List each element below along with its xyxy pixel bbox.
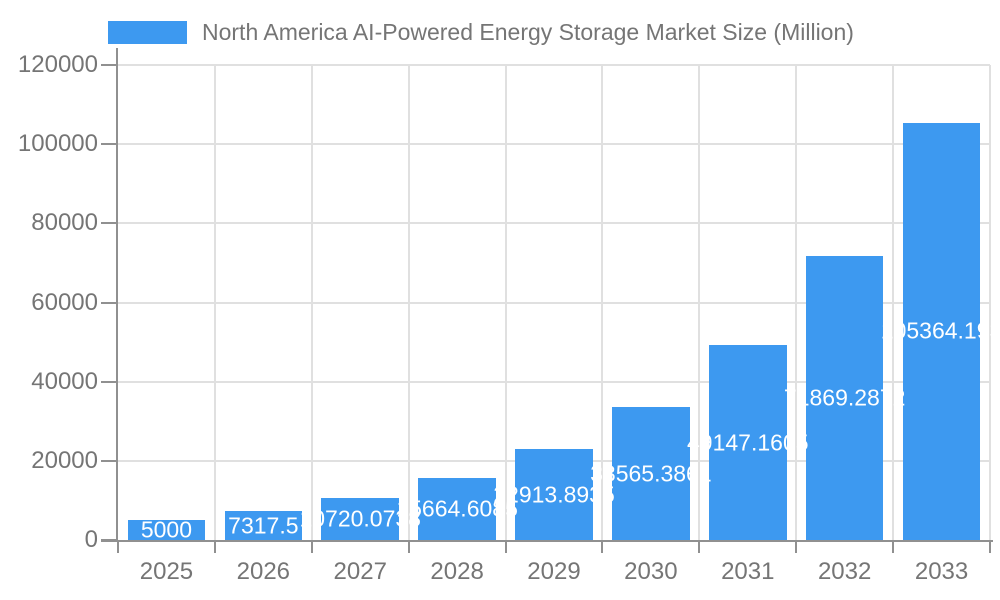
x-axis-tick [504,540,507,553]
y-axis-tick-label: 100000 [17,130,98,158]
x-axis-label-2031: 2031 [721,558,775,585]
x-axis-tick [213,540,216,553]
bar-2032[interactable] [805,255,884,540]
x-gridline [892,65,895,540]
x-gridline [504,65,507,540]
y-axis-tick-label: 40000 [31,367,98,395]
y-gridline [118,301,990,304]
bar-2027[interactable] [321,497,399,540]
x-gridline [795,65,798,540]
legend[interactable]: North America AI-Powered Energy Storage … [108,21,854,44]
x-axis-tick [601,540,604,553]
y-axis-tick [101,64,118,66]
y-axis-tick-label: 20000 [31,446,98,474]
bar-2028[interactable] [418,477,496,540]
bar-2030[interactable] [612,407,690,540]
x-gridline [989,65,991,540]
y-axis-tick-label: 60000 [31,288,98,316]
x-axis-tick [795,540,798,553]
x-axis-label-2026: 2026 [236,558,291,585]
x-axis-tick [117,540,119,553]
x-axis-tick [989,540,991,553]
y-axis-tick [101,380,118,383]
x-axis-label-2027: 2027 [333,558,387,585]
y-axis-tick [101,222,118,225]
y-axis-tick [101,459,118,462]
y-axis-line [116,48,118,542]
x-axis-label-2028: 2028 [430,558,484,585]
x-axis-line [101,540,993,542]
x-axis-label-2030: 2030 [624,558,678,585]
bar-2029[interactable] [515,449,593,540]
y-axis-tick-label: 0 [84,526,98,553]
y-gridline [118,64,990,66]
legend-label: North America AI-Powered Energy Storage … [202,19,854,45]
y-axis-tick [101,301,118,304]
x-axis-tick [310,540,313,553]
y-axis-tick-label: 120000 [17,51,98,78]
y-axis-tick [101,143,118,146]
y-gridline [118,380,990,383]
x-gridline [213,65,216,540]
x-axis-tick [698,540,701,553]
bar-2031[interactable] [709,345,787,540]
x-axis-label-2029: 2029 [527,558,581,585]
x-axis-tick [892,540,895,553]
bar-2033[interactable] [902,122,981,540]
y-axis-tick-label: 80000 [31,209,98,237]
x-gridline [698,65,701,540]
x-gridline [310,65,313,540]
legend-swatch [108,21,187,44]
x-axis-label-2025: 2025 [139,558,194,585]
x-gridline [407,65,410,540]
x-axis-label-2033: 2033 [914,558,969,585]
bar-2025[interactable] [127,520,206,540]
bar-2026[interactable] [224,511,303,540]
y-gridline [118,143,990,146]
x-axis-tick [407,540,410,553]
y-gridline [118,222,990,225]
x-gridline [601,65,604,540]
x-axis-label-2032: 2032 [817,558,872,585]
